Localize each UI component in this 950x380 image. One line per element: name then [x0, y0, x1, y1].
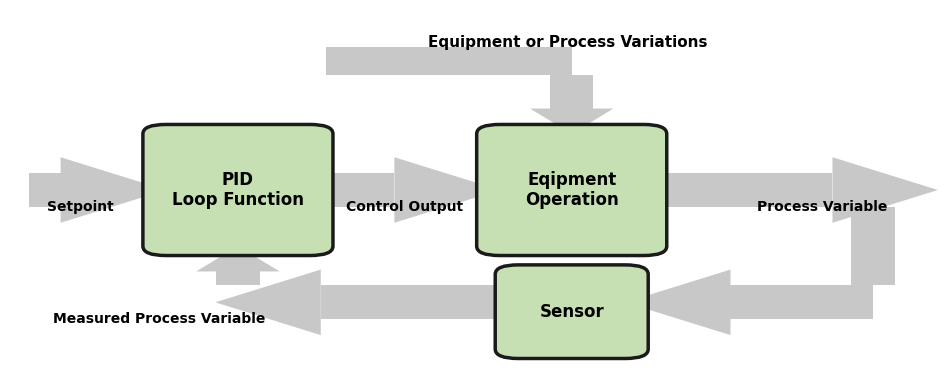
Text: Sensor: Sensor [540, 303, 604, 321]
FancyBboxPatch shape [495, 265, 648, 358]
Text: Eqipment
Operation: Eqipment Operation [524, 171, 618, 209]
Polygon shape [625, 269, 731, 335]
FancyBboxPatch shape [326, 47, 572, 75]
Text: PID
Loop Function: PID Loop Function [172, 171, 304, 209]
Text: Setpoint: Setpoint [47, 200, 114, 214]
Polygon shape [394, 157, 500, 223]
Polygon shape [29, 173, 61, 207]
Polygon shape [61, 157, 166, 223]
Text: Process Variable: Process Variable [757, 200, 887, 214]
Text: Measured Process Variable: Measured Process Variable [53, 312, 266, 326]
Polygon shape [643, 173, 832, 207]
Polygon shape [216, 269, 321, 335]
Polygon shape [832, 157, 938, 223]
Polygon shape [851, 207, 895, 285]
Polygon shape [530, 109, 614, 134]
Polygon shape [550, 75, 594, 109]
Polygon shape [217, 271, 259, 285]
Polygon shape [197, 246, 279, 271]
Text: Control Output: Control Output [346, 200, 464, 214]
Polygon shape [310, 173, 394, 207]
FancyBboxPatch shape [142, 125, 332, 255]
Polygon shape [731, 285, 873, 319]
Text: Equipment or Process Variations: Equipment or Process Variations [428, 35, 708, 50]
FancyBboxPatch shape [477, 125, 667, 255]
Polygon shape [321, 285, 519, 319]
